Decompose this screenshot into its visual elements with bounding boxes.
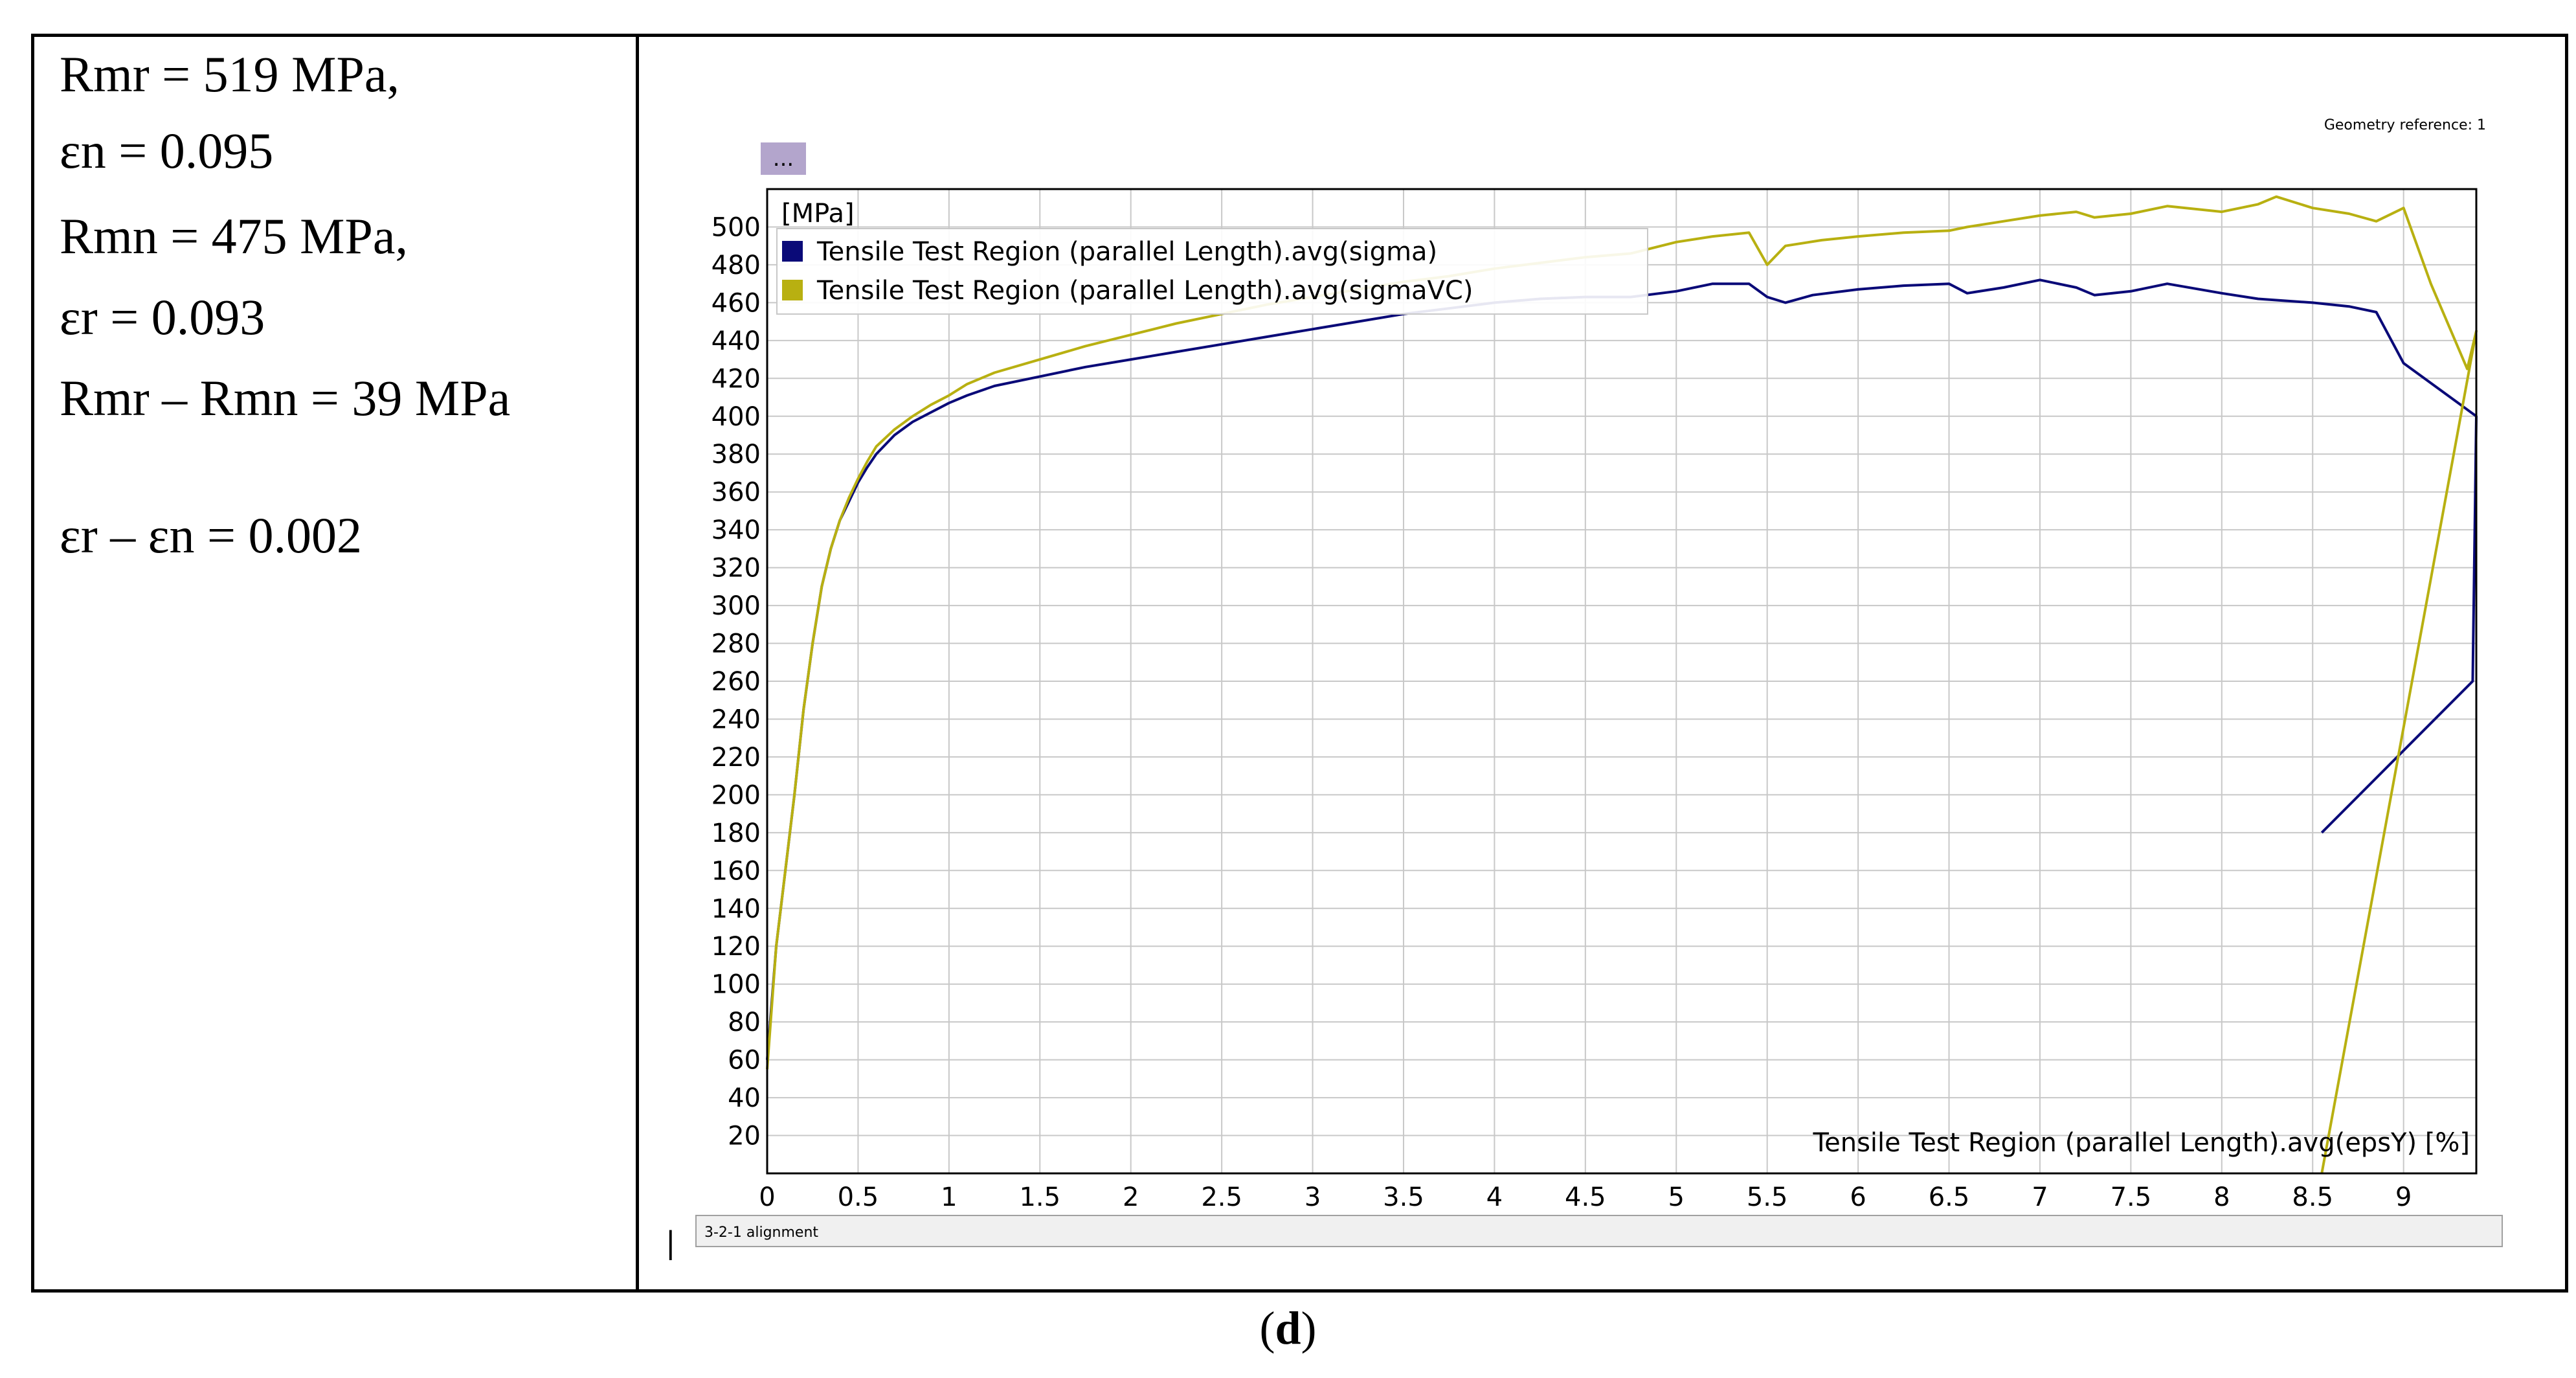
x-tick-label: 8.5 — [2292, 1182, 2333, 1212]
legend-swatch-sigma — [782, 241, 803, 262]
legend-label-sigmavc: Tensile Test Region (parallel Length).av… — [816, 276, 1473, 306]
status-bar-label: 3-2-1 alignment — [704, 1225, 818, 1241]
y-tick-label: 100 — [711, 970, 761, 1000]
x-tick-label: 3 — [1305, 1182, 1321, 1212]
series-layer — [766, 195, 2478, 1174]
y-tick-label: 80 — [728, 1008, 761, 1037]
status-bar-marker: | — [666, 1225, 676, 1261]
x-tick-label: 8 — [2213, 1182, 2230, 1212]
caption-letter: d — [1275, 1302, 1301, 1354]
more-button[interactable]: ... — [761, 142, 806, 175]
x-tick-label: 7 — [2032, 1182, 2048, 1212]
more-button-label[interactable]: ... — [773, 146, 794, 172]
x-tick-label: 4.5 — [1565, 1182, 1606, 1212]
y-tick-label: 500 — [711, 212, 761, 242]
x-tick-label: 5 — [1668, 1182, 1685, 1212]
tick-labels: 0 0.5 1 1.5 2 2.5 3 3.5 4 4.5 5 5.5 6 6.5 7 7.5 8 8.5 9 20 4… — [711, 212, 2412, 1212]
x-tick-label: 3.5 — [1383, 1182, 1424, 1212]
y-tick-label: 240 — [711, 705, 761, 734]
caption-open: ( — [1259, 1302, 1275, 1354]
x-tick-label: 7.5 — [2111, 1182, 2152, 1212]
x-tick-label: 1.5 — [1019, 1182, 1060, 1212]
result-line-rmn: Rmn = 475 MPa, — [60, 208, 409, 264]
result-line-er: εr = 0.093 — [60, 289, 265, 345]
x-tick-label: 6.5 — [1929, 1182, 1970, 1212]
more-button-bg[interactable] — [761, 142, 806, 175]
result-line-en: εn = 0.095 — [60, 122, 274, 179]
x-tick-label: 0.5 — [838, 1182, 879, 1212]
x-tick-label: 1 — [941, 1182, 957, 1212]
table-frame — [31, 34, 2568, 1293]
x-tick-label: 2.5 — [1201, 1182, 1242, 1212]
status-bar-box — [695, 1215, 2503, 1247]
geometry-reference: Geometry reference: 1 — [2324, 117, 2486, 133]
y-tick-label: 220 — [711, 743, 761, 773]
figure-caption: (d) — [0, 1302, 2576, 1355]
y-tick-label: 160 — [711, 856, 761, 886]
y-tick-label: 200 — [711, 780, 761, 810]
y-tick-label: 380 — [711, 440, 761, 469]
legend-swatch-sigmavc — [782, 280, 803, 300]
status-bar: | 3-2-1 alignment — [666, 1215, 2503, 1261]
y-tick-label: 180 — [711, 819, 761, 848]
y-tick-label: 340 — [711, 515, 761, 545]
x-tick-label: 2 — [1123, 1182, 1139, 1212]
y-tick-label: 260 — [711, 667, 761, 697]
result-line-rmr: Rmr = 519 MPa, — [60, 46, 400, 102]
y-tick-label: 360 — [711, 478, 761, 508]
y-tick-label: 400 — [711, 402, 761, 432]
x-tick-label: 4 — [1486, 1182, 1503, 1212]
y-tick-label: 60 — [728, 1046, 761, 1076]
y-tick-label: 20 — [728, 1122, 761, 1151]
chart-grid — [767, 189, 2476, 1173]
result-line-ediff: εr – εn = 0.002 — [60, 507, 362, 563]
y-tick-label: 420 — [711, 364, 761, 394]
caption-close: ) — [1301, 1302, 1317, 1354]
y-tick-label: 440 — [711, 326, 761, 356]
y-tick-label: 140 — [711, 894, 761, 924]
y-tick-label: 480 — [711, 251, 761, 280]
result-line-rdiff: Rmr – Rmn = 39 MPa — [60, 370, 511, 426]
legend: Tensile Test Region (parallel Length).av… — [776, 228, 1648, 315]
y-axis-label: [MPa] — [781, 199, 855, 229]
y-tick-label: 460 — [711, 288, 761, 318]
x-tick-label: 0 — [759, 1182, 775, 1212]
legend-box — [776, 228, 1648, 315]
y-tick-label: 320 — [711, 554, 761, 583]
series-line-sigma — [766, 278, 2478, 1060]
column-divider — [636, 34, 639, 1293]
x-tick-label: 5.5 — [1747, 1182, 1788, 1212]
y-tick-label: 120 — [711, 932, 761, 962]
legend-label-sigma: Tensile Test Region (parallel Length).av… — [816, 237, 1437, 267]
series-line-sigmavc — [766, 195, 2478, 1174]
y-tick-label: 300 — [711, 591, 761, 621]
y-tick-label: 280 — [711, 629, 761, 659]
x-tick-label: 6 — [1850, 1182, 1866, 1212]
x-tick-label: 9 — [2395, 1182, 2412, 1212]
plot-border — [766, 188, 2478, 1175]
y-tick-label: 40 — [728, 1083, 761, 1113]
x-axis-label: Tensile Test Region (parallel Length).av… — [1812, 1128, 2470, 1158]
